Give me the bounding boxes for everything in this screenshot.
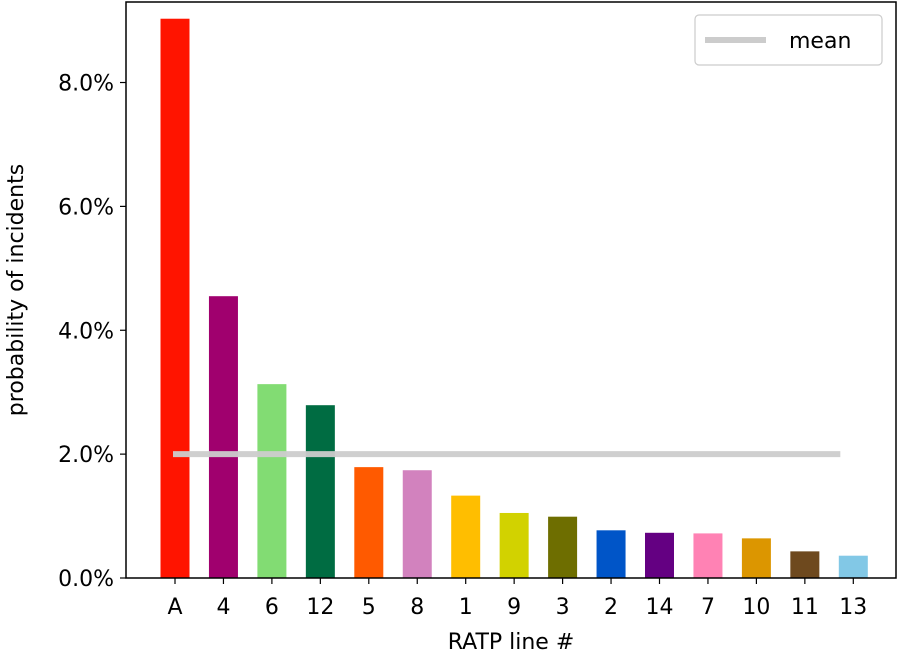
x-tick-label: 1 (459, 595, 473, 620)
bar-line-10 (741, 538, 771, 578)
bar-line-13 (838, 555, 868, 578)
bar-line-12 (305, 405, 335, 578)
y-axis: 0.0% 2.0% 4.0% 6.0% 8.0% (58, 72, 126, 592)
bar-line-4 (208, 296, 238, 578)
x-tick-label: 14 (646, 595, 674, 620)
bar-line-3 (548, 516, 578, 578)
x-tick-label: 13 (839, 595, 867, 620)
y-tick-label: 6.0% (58, 195, 114, 220)
bar-line-2 (596, 530, 626, 578)
x-tick-label: 9 (507, 595, 521, 620)
bar-line-8 (402, 470, 432, 578)
bar-line-A (160, 18, 190, 578)
x-tick-label: 11 (791, 595, 819, 620)
bar-line-6 (257, 384, 287, 578)
legend-mean-label: mean (789, 29, 851, 54)
bars-group (160, 18, 868, 578)
bar-line-9 (499, 512, 529, 578)
bar-line-11 (790, 551, 820, 578)
y-tick-label: 4.0% (58, 319, 114, 344)
bar-line-5 (354, 467, 384, 578)
plot-frame (125, 1, 897, 579)
bar-line-14 (645, 532, 674, 578)
x-tick-label: A (167, 595, 182, 620)
legend-box (694, 14, 883, 66)
x-tick-label: 10 (742, 595, 770, 620)
bar-line-7 (693, 533, 723, 578)
x-tick-label: 2 (604, 595, 618, 620)
x-axis-label: RATP line # (448, 630, 575, 655)
x-tick-label: 5 (362, 595, 376, 620)
y-tick-label: 2.0% (58, 443, 114, 468)
x-tick-label: 7 (701, 595, 715, 620)
legend: mean (694, 14, 883, 66)
x-tick-label: 3 (556, 595, 570, 620)
x-axis: A 4 6 12 5 8 1 9 3 2 14 7 10 11 13 (167, 578, 867, 620)
y-axis-label: probability of incidents (4, 164, 29, 416)
x-tick-label: 6 (265, 595, 279, 620)
x-tick-label: 8 (410, 595, 424, 620)
x-tick-label: 4 (216, 595, 230, 620)
y-tick-label: 0.0% (58, 567, 114, 592)
bar-line-1 (451, 495, 481, 578)
x-tick-label: 12 (306, 595, 334, 620)
y-tick-label: 8.0% (58, 72, 114, 97)
